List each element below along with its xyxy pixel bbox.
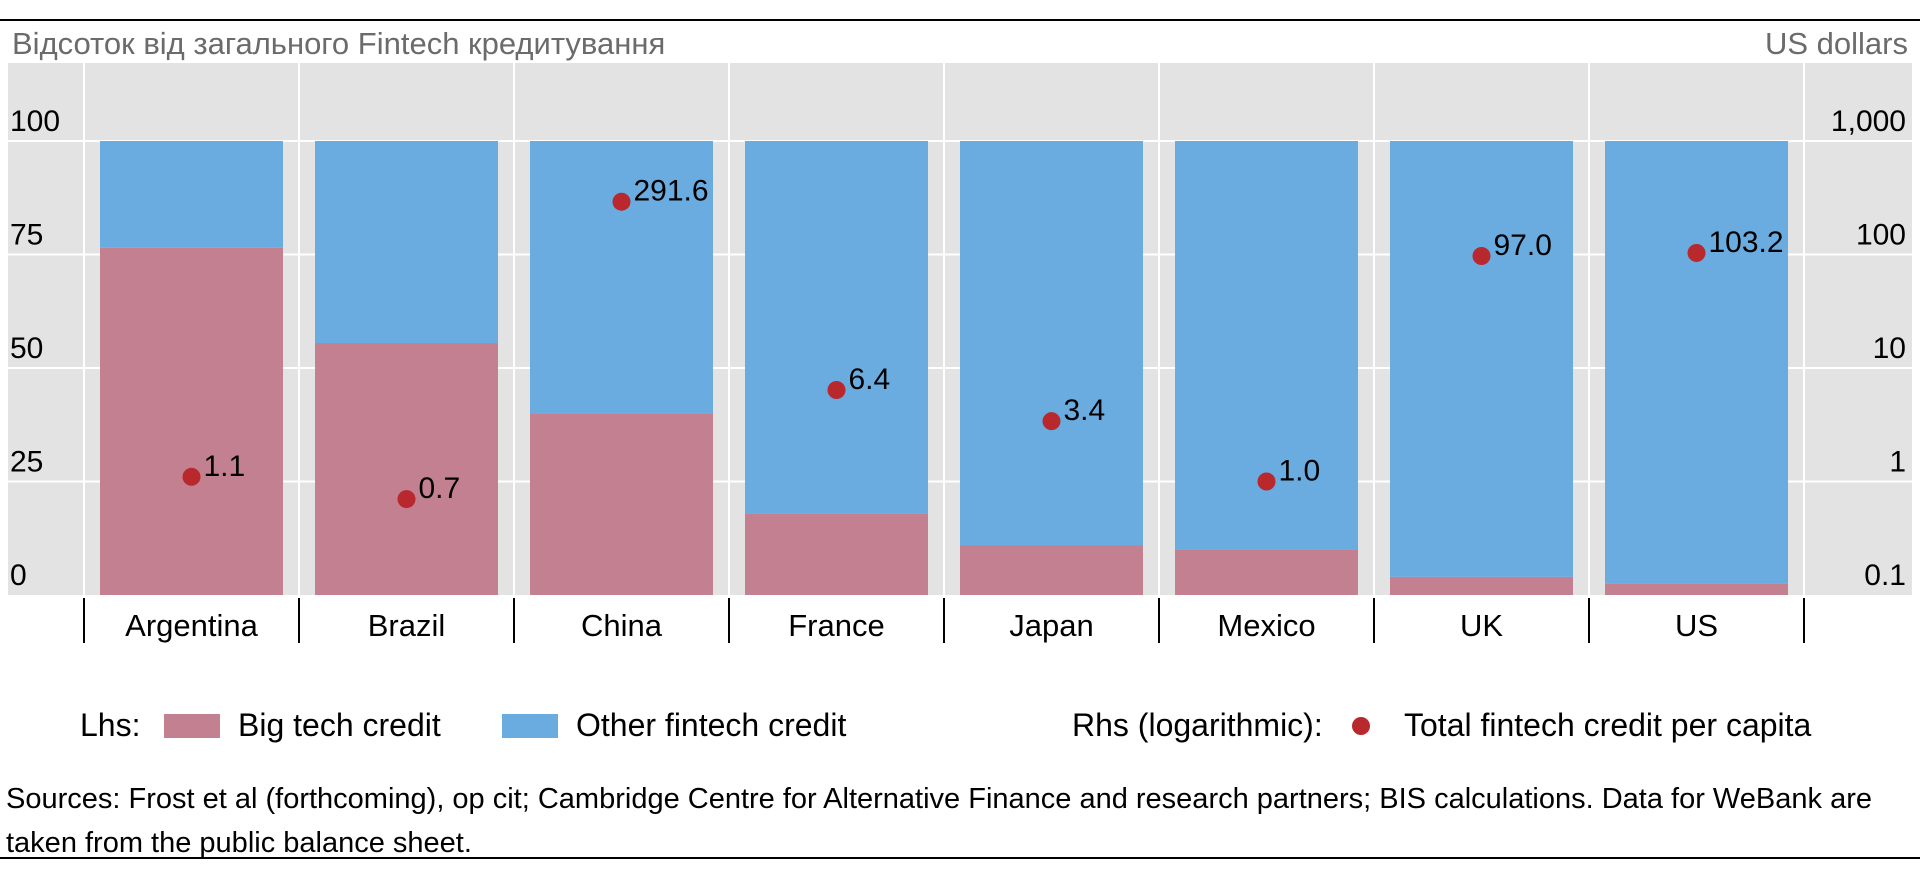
x-tick-label: Brazil xyxy=(368,608,446,643)
legend-lhs-label: Lhs: xyxy=(80,707,140,744)
y-right-tick-label: 1 xyxy=(1889,446,1906,479)
y-left-tick-label: 75 xyxy=(10,219,43,252)
big-tech-swatch xyxy=(164,714,220,738)
y-left-tick-label: 25 xyxy=(10,446,43,479)
bar-big-tech xyxy=(745,513,928,595)
legend-total-fintech: Total fintech credit per capita xyxy=(1352,707,1811,744)
legend-other-fintech: Other fintech credit xyxy=(502,707,846,744)
bar-other-fintech xyxy=(315,141,498,343)
legend-total-fintech-label: Total fintech credit per capita xyxy=(1404,707,1811,744)
other-fintech-swatch xyxy=(502,714,558,738)
legend-big-tech-label: Big tech credit xyxy=(238,707,441,744)
data-label: 97.0 xyxy=(1494,229,1552,262)
bar-big-tech xyxy=(100,248,283,595)
chart: Argentina 1.1 Brazil 0.7 China 291.6 France 6.4… xyxy=(0,0,1920,680)
bar-other-fintech xyxy=(745,141,928,513)
x-tick-label: Mexico xyxy=(1217,608,1315,643)
point-total-fintech xyxy=(1688,244,1706,262)
bar-other-fintech xyxy=(1605,141,1788,584)
x-tick-label: US xyxy=(1675,608,1718,643)
legend-lhs: Lhs: xyxy=(80,707,140,744)
total-fintech-dot-icon xyxy=(1352,717,1370,735)
point-total-fintech xyxy=(183,468,201,486)
y-right-tick-label: 10 xyxy=(1873,332,1906,365)
point-total-fintech xyxy=(1043,412,1061,430)
point-total-fintech xyxy=(1473,247,1491,265)
point-total-fintech xyxy=(613,193,631,211)
y-left-tick-label: 0 xyxy=(10,559,27,592)
y-right-tick-label: 0.1 xyxy=(1864,559,1906,592)
data-label: 1.0 xyxy=(1279,455,1321,488)
data-label: 6.4 xyxy=(849,363,891,396)
x-tick-label: Argentina xyxy=(125,608,258,643)
legend-big-tech: Big tech credit xyxy=(164,707,441,744)
point-total-fintech xyxy=(1258,473,1276,491)
bar-big-tech xyxy=(1390,577,1573,595)
x-tick-label: Japan xyxy=(1009,608,1093,643)
point-total-fintech xyxy=(828,381,846,399)
bottom-rule xyxy=(0,857,1920,859)
data-label: 291.6 xyxy=(634,175,709,208)
y-right-tick-label: 100 xyxy=(1856,219,1906,252)
sources-note: Sources: Frost et al (forthcoming), op c… xyxy=(6,777,1916,865)
bar-big-tech xyxy=(1605,584,1788,595)
data-label: 3.4 xyxy=(1064,394,1106,427)
x-tick-label: UK xyxy=(1460,608,1503,643)
point-total-fintech xyxy=(398,490,416,508)
bar-other-fintech xyxy=(100,141,283,248)
data-label: 0.7 xyxy=(419,472,461,505)
y-left-tick-label: 100 xyxy=(10,105,60,138)
bar-big-tech xyxy=(1175,550,1358,595)
bar-other-fintech xyxy=(960,141,1143,545)
legend-other-fintech-label: Other fintech credit xyxy=(576,707,846,744)
x-tick-label: France xyxy=(788,608,884,643)
legend-rhs: Rhs (logarithmic): xyxy=(1072,707,1323,744)
legend-rhs-label: Rhs (logarithmic): xyxy=(1072,707,1323,744)
bar-big-tech xyxy=(960,545,1143,595)
bar-big-tech xyxy=(315,343,498,595)
y-left-tick-label: 50 xyxy=(10,332,43,365)
data-label: 1.1 xyxy=(204,450,246,483)
y-right-tick-label: 1,000 xyxy=(1831,105,1906,138)
x-tick-label: China xyxy=(581,608,663,643)
bar-other-fintech xyxy=(1390,141,1573,577)
data-label: 103.2 xyxy=(1709,226,1784,259)
bar-big-tech xyxy=(530,413,713,595)
